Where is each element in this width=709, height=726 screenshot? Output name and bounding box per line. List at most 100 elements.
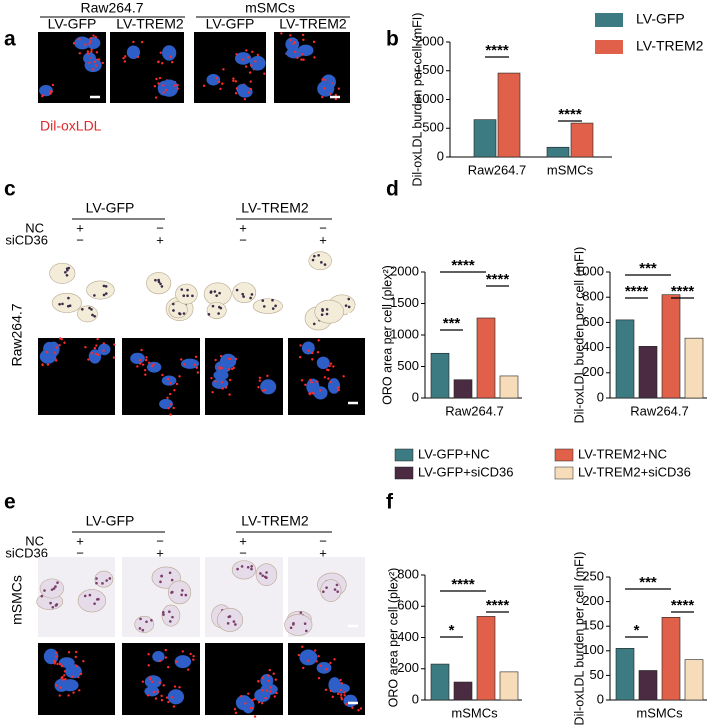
lipid-spot [152,363,155,366]
lipid-spot [265,576,268,580]
nucleus [260,673,274,688]
lipid-spot [302,58,305,61]
lipid-spot [52,587,56,590]
y-axis-label: ORO area per cell (plex²) [386,568,400,708]
lipid-spot [92,68,95,71]
nucleus [159,398,173,410]
panel-label: f [386,491,394,514]
lipid-spot [329,362,333,365]
lipid-spot [289,626,293,630]
lipid-spot [249,706,252,710]
bar [570,122,594,158]
y-tick-label: 800 [397,566,419,581]
lipid-spot [54,585,57,588]
y-tick-label: 250 [582,568,604,583]
nucleus [285,37,300,52]
lipid-spot [250,567,253,571]
lipid-spot [250,64,253,67]
panel-label: d [386,178,399,201]
bar [684,337,704,399]
lipid-spot [84,43,87,46]
lipid-spot [72,42,76,45]
lipid-spot [45,350,49,354]
lipid-spot [267,679,270,683]
bar [473,119,497,158]
cell [175,283,198,305]
lipid-spot [157,278,160,282]
significance-label: * [634,622,640,639]
lipid-spot [105,579,108,582]
legend-label: LV-TREM2+NC [578,446,667,461]
lipid-spot [332,365,335,368]
lipid-spot [258,376,262,379]
y-tick-label: 150 [582,618,604,633]
lipid-spot [309,378,312,382]
lipid-spot [79,672,83,676]
lipid-spot [311,258,315,262]
bar [499,671,519,701]
nucleus [316,356,330,370]
lipid-spot [42,94,45,97]
cell [231,560,257,580]
lipid-spot [63,670,67,673]
lipid-spot [329,661,332,665]
lipid-spot [162,684,165,687]
sign: + [319,545,327,560]
nucleus [249,55,266,71]
nucleus [297,44,314,57]
lipid-spot [43,589,46,592]
lipid-spot [328,364,331,368]
lipid-spot [140,40,144,44]
lipid-spot [343,691,346,694]
y-axis-label: Dil-oxLDL bueden per cell (mFI) [572,247,586,424]
lipid-spot [268,668,272,672]
lipid-spot [166,396,169,400]
stain-label: Dil-oxLDL [40,118,102,134]
lipid-spot [158,681,161,684]
lipid-spot [61,302,64,306]
legend-swatch [394,448,414,462]
lipid-spot [162,91,165,94]
sign: − [156,220,164,235]
nucleus [61,679,79,692]
lipid-spot [317,253,320,257]
lipid-spot [257,680,260,683]
lipid-spot [218,365,221,369]
significance-label: **** [671,597,695,614]
y-axis-label: ORO area per cell (plex²) [380,265,394,405]
lipid-spot [317,339,320,342]
lipid-spot [219,306,223,310]
nucleus [65,664,82,679]
lipid-spot [232,77,235,80]
lipid-spot [90,48,93,51]
lipid-spot [160,699,164,702]
lipid-spot [344,304,348,307]
nucleus [152,651,165,663]
lipid-spot [178,686,181,689]
lipid-spot [192,658,195,661]
significance-label: *** [443,315,461,332]
lipid-spot [234,92,238,95]
sign: − [76,232,84,247]
lipid-spot [176,83,179,87]
sign: − [76,545,84,560]
panel-label: a [4,28,16,51]
nucleus [213,370,229,381]
lipid-spot [84,345,87,349]
lipid-spot [236,567,239,571]
lipid-spot [64,678,67,681]
lipid-spot [289,39,292,42]
nucleus [299,649,318,666]
lipid-spot [180,358,183,361]
lipid-spot [58,343,61,347]
lipid-spot [347,297,351,301]
cell-line-label: Raw264.7 [80,0,143,16]
lipid-spot [170,578,174,582]
lipid-spot [97,597,100,601]
lipid-spot [218,367,221,371]
y-tick-label: 800 [582,289,604,304]
lipid-spot [247,91,250,94]
group-label: LV-GFP [86,200,135,216]
lipid-spot [171,590,174,594]
lipid-spot [56,581,59,584]
